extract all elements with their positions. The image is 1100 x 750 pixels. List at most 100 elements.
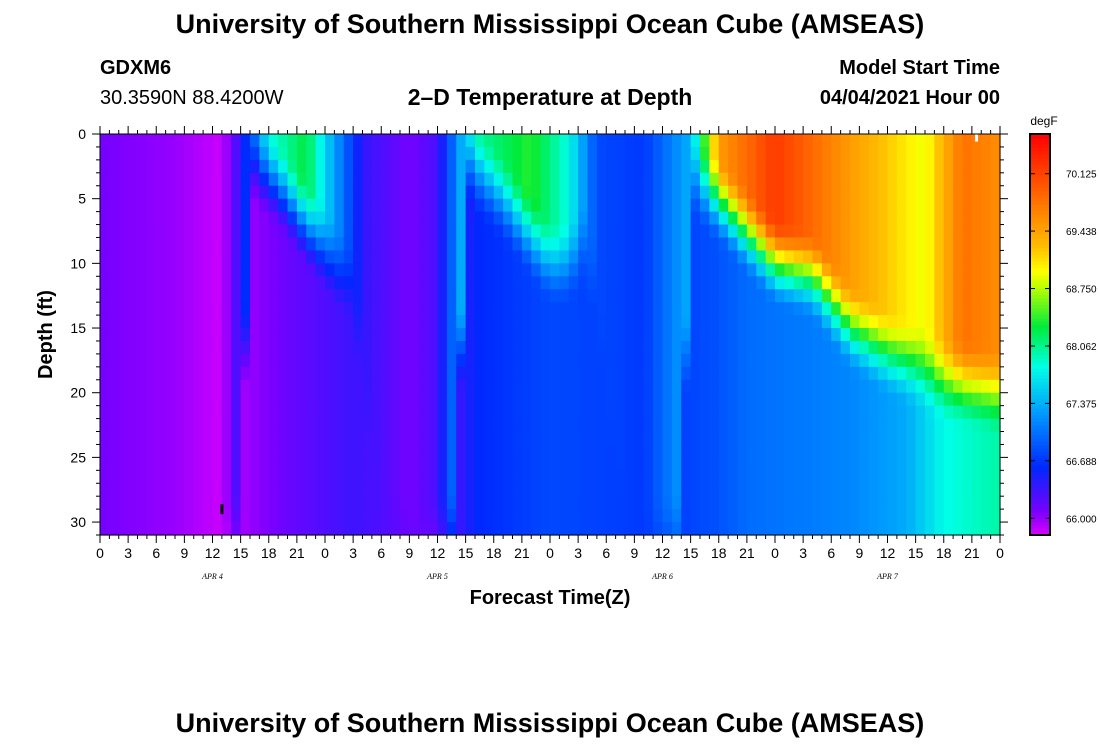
- heatmap-cell: [353, 340, 364, 355]
- day-label: APR 5: [426, 572, 448, 581]
- heatmap-cell: [850, 405, 860, 420]
- heatmap-cell: [709, 509, 720, 523]
- colorbar-segment: [1030, 347, 1050, 352]
- heatmap-cell: [990, 496, 1001, 510]
- heatmap-cell: [306, 263, 317, 277]
- heatmap-cell: [709, 159, 720, 174]
- heatmap-cell: [981, 159, 992, 174]
- heatmap-cell: [465, 496, 476, 510]
- heatmap-cell: [550, 198, 560, 213]
- heatmap-cell: [325, 405, 335, 420]
- heatmap-cell: [784, 522, 795, 536]
- heatmap-cell: [784, 509, 795, 523]
- heatmap-cell: [531, 392, 542, 407]
- heatmap-cell: [737, 457, 748, 471]
- heatmap-cell: [390, 392, 401, 407]
- heatmap-cell: [118, 263, 129, 277]
- heatmap-cell: [681, 198, 692, 213]
- heatmap-cell: [943, 496, 954, 510]
- heatmap-cell: [362, 315, 373, 329]
- heatmap-cell: [250, 315, 260, 329]
- heatmap-cell: [531, 496, 542, 510]
- heatmap-cell: [784, 340, 795, 355]
- heatmap-cell: [662, 483, 673, 497]
- heatmap-cell: [156, 146, 167, 161]
- heatmap-cell: [296, 224, 307, 239]
- heatmap-cell: [662, 457, 673, 471]
- heatmap-cell: [990, 263, 1001, 277]
- heatmap-cell: [400, 315, 410, 329]
- heatmap-cell: [868, 211, 879, 226]
- heatmap-cell: [278, 276, 289, 290]
- heatmap-cell: [990, 522, 1001, 536]
- heatmap-cell: [118, 172, 129, 187]
- heatmap-cell: [343, 405, 354, 420]
- heatmap-cell: [100, 483, 110, 497]
- heatmap-cell: [193, 509, 204, 523]
- heatmap-cell: [175, 211, 185, 226]
- heatmap-cell: [400, 198, 410, 213]
- heatmap-cell: [418, 159, 429, 174]
- heatmap-cell: [934, 496, 945, 510]
- heatmap-cell: [512, 134, 523, 148]
- heatmap-cell: [718, 289, 729, 303]
- heatmap-cell: [803, 250, 814, 264]
- heatmap-cell: [821, 496, 832, 510]
- heatmap-cell: [803, 146, 814, 161]
- heatmap-cell: [887, 379, 898, 394]
- heatmap-cell: [259, 250, 270, 264]
- colorbar-segment: [1030, 200, 1050, 205]
- heatmap-cell: [493, 470, 504, 484]
- heatmap-cell: [221, 211, 232, 226]
- heatmap-cell: [437, 470, 448, 484]
- heatmap-cell: [878, 340, 889, 355]
- heatmap-cell: [128, 366, 139, 381]
- heatmap-cell: [334, 198, 345, 213]
- heatmap-cell: [475, 431, 485, 446]
- heatmap-cell: [559, 483, 570, 497]
- heatmap-cell: [137, 444, 148, 458]
- heatmap-cell: [634, 263, 645, 277]
- colorbar-segment: [1030, 237, 1050, 242]
- heatmap-cell: [484, 496, 495, 510]
- heatmap-cell: [306, 159, 317, 174]
- heatmap-cell: [634, 444, 645, 458]
- heatmap-cell: [643, 302, 654, 316]
- heatmap-cell: [662, 405, 673, 420]
- heatmap-cell: [278, 198, 289, 213]
- heatmap-cell: [934, 418, 945, 433]
- heatmap-cell: [718, 224, 729, 239]
- heatmap-cell: [390, 134, 401, 148]
- heatmap-cell: [540, 289, 551, 303]
- heatmap-cell: [428, 470, 439, 484]
- heatmap-cell: [400, 276, 410, 290]
- heatmap-cell: [325, 289, 335, 303]
- heatmap-cell: [503, 522, 514, 536]
- heatmap-cell: [175, 457, 185, 471]
- heatmap-cell: [568, 353, 579, 368]
- heatmap-cell: [887, 263, 898, 277]
- heatmap-cell: [156, 392, 167, 407]
- heatmap-cell: [671, 211, 682, 226]
- heatmap-cell: [634, 457, 645, 471]
- heatmap-cell: [334, 263, 345, 277]
- heatmap-cell: [662, 134, 673, 148]
- heatmap-cell: [681, 315, 692, 329]
- heatmap-cell: [287, 159, 298, 174]
- heatmap-cell: [503, 353, 514, 368]
- heatmap-cell: [634, 185, 645, 200]
- heatmap-cell: [887, 353, 898, 368]
- heatmap-cell: [615, 509, 626, 523]
- heatmap-cell: [353, 276, 364, 290]
- heatmap-cell: [521, 353, 532, 368]
- heatmap-cell: [962, 328, 973, 342]
- heatmap-cell: [118, 457, 129, 471]
- heatmap-cell: [278, 405, 289, 420]
- heatmap-cell: [203, 172, 214, 187]
- heatmap-cell: [400, 211, 410, 226]
- heatmap-cell: [906, 250, 917, 264]
- colorbar-segment: [1030, 227, 1050, 232]
- heatmap-cell: [671, 418, 682, 433]
- heatmap-cell: [868, 340, 879, 355]
- heatmap-cell: [625, 392, 635, 407]
